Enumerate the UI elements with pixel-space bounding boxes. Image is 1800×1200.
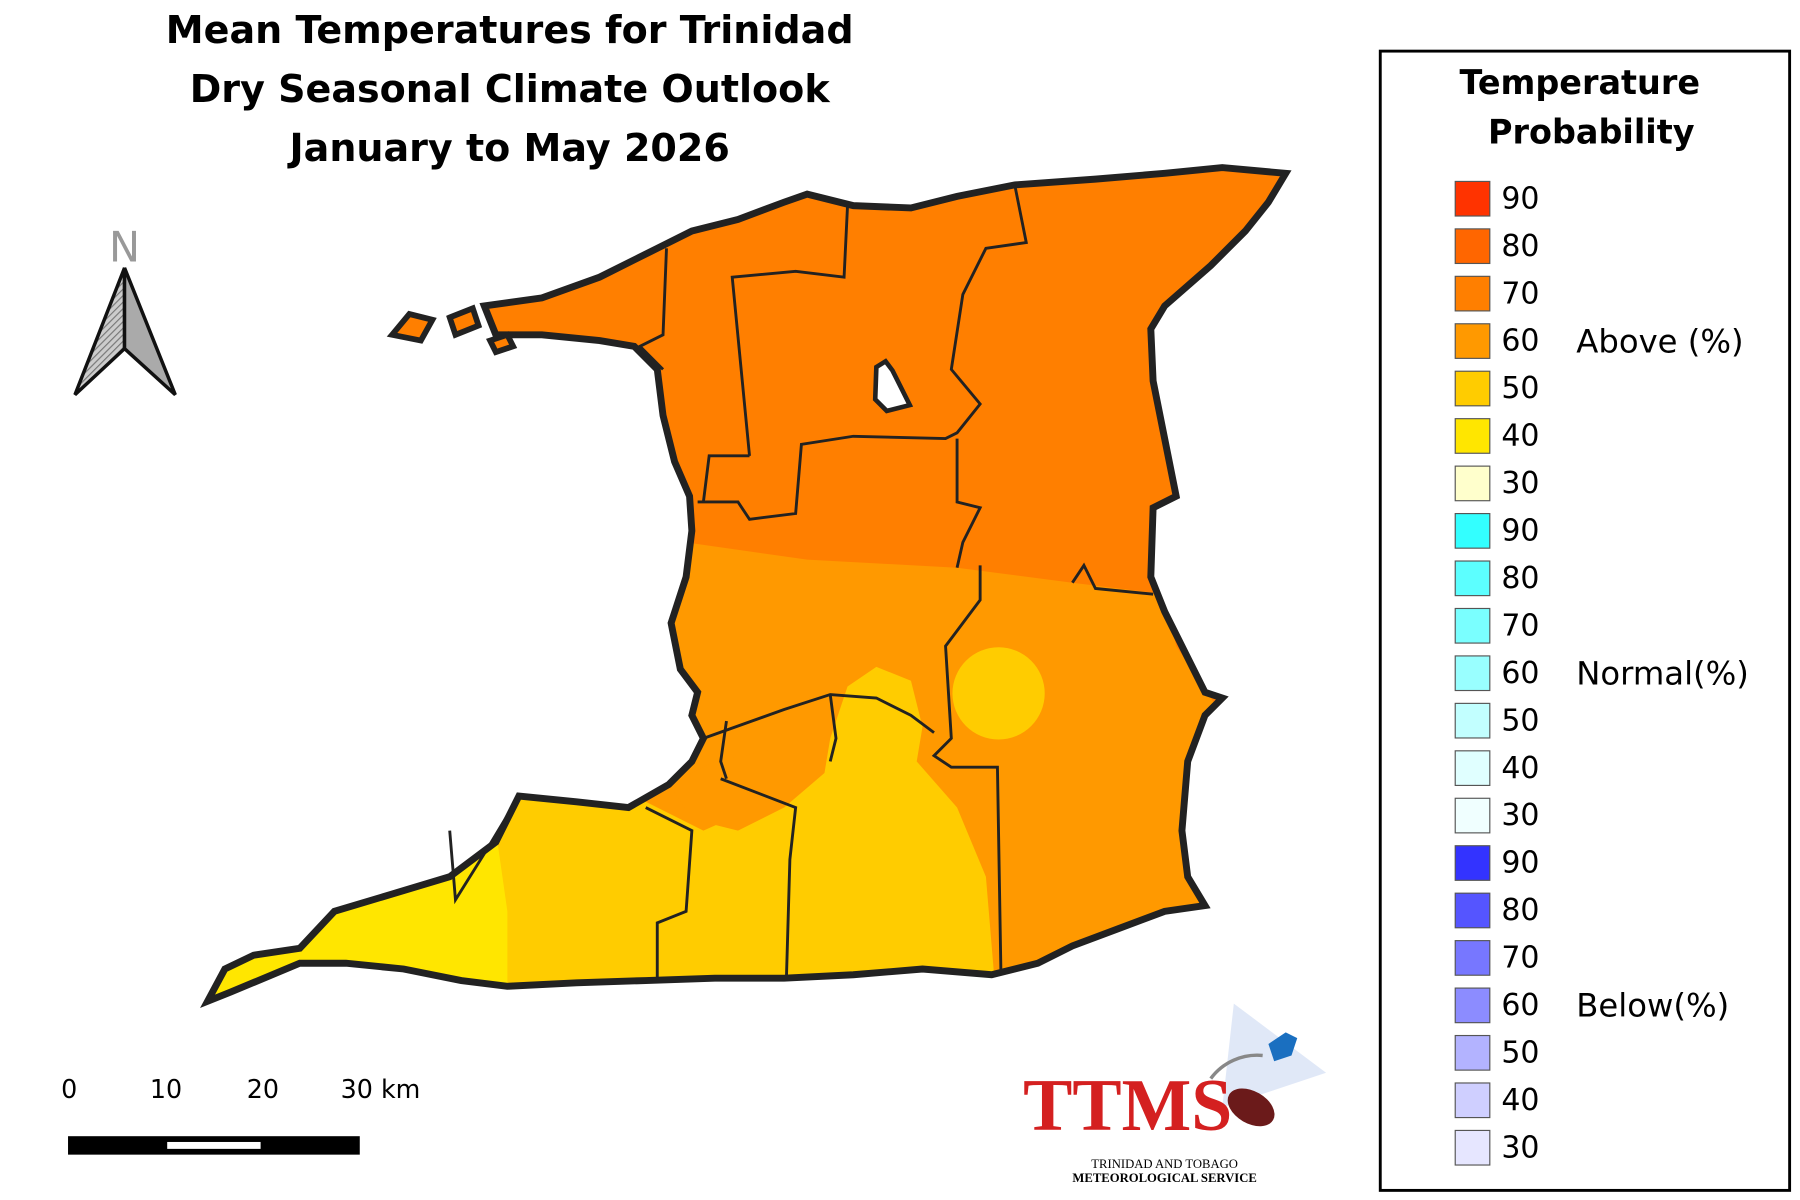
title-line: Mean Temperatures for Trinidad bbox=[166, 8, 854, 52]
legend: Temperature Probability 90 80 70 60 50 40 30 Ab… bbox=[1378, 49, 1792, 1192]
north-label: N bbox=[109, 223, 140, 272]
legend-swatch bbox=[1454, 228, 1491, 265]
legend-value: 90 bbox=[1501, 181, 1539, 216]
legend-value: 60 bbox=[1501, 656, 1539, 691]
legend-value: 40 bbox=[1501, 751, 1539, 786]
legend-swatch bbox=[1454, 560, 1491, 597]
scale-bar: 0 10 20 30 km bbox=[61, 1074, 421, 1155]
legend-swatch bbox=[1454, 323, 1491, 359]
logo-name: TTMS bbox=[1023, 1064, 1232, 1146]
logo-line: TRINIDAD AND TOBAGO bbox=[1091, 1157, 1238, 1171]
legend-swatch bbox=[1454, 512, 1491, 549]
legend-value: 40 bbox=[1501, 1083, 1539, 1118]
scale-label: 30 km bbox=[341, 1074, 421, 1104]
legend-swatch bbox=[1454, 750, 1491, 786]
north-arrow: N bbox=[73, 223, 177, 397]
legend-swatch bbox=[1454, 892, 1491, 929]
legend-swatch bbox=[1454, 940, 1491, 976]
legend-group-label: Normal(%) bbox=[1576, 655, 1749, 693]
legend-value: 90 bbox=[1501, 846, 1539, 881]
legend-title: Temperature bbox=[1459, 63, 1700, 102]
legend-swatch bbox=[1454, 275, 1491, 312]
title-line: January to May 2026 bbox=[286, 126, 729, 170]
title-line: Dry Seasonal Climate Outlook bbox=[190, 67, 832, 111]
scale-label: 10 bbox=[150, 1074, 182, 1104]
legend-group-label: Above (%) bbox=[1576, 322, 1743, 360]
legend-group-label: Below(%) bbox=[1576, 987, 1729, 1025]
logo: TTMS TRINIDAD AND TOBAGO METEOROLOGICAL … bbox=[1023, 1003, 1327, 1185]
logo-line: METEOROLOGICAL SERVICE bbox=[1072, 1171, 1256, 1185]
scale-label: 0 bbox=[61, 1074, 77, 1104]
legend-value: 30 bbox=[1501, 466, 1539, 501]
legend-value: 70 bbox=[1501, 608, 1539, 643]
legend-value: 80 bbox=[1501, 229, 1539, 264]
legend-value: 70 bbox=[1501, 941, 1539, 976]
legend-value: 70 bbox=[1501, 276, 1539, 311]
legend-swatch bbox=[1454, 987, 1491, 1024]
legend-value: 60 bbox=[1501, 988, 1539, 1023]
legend-swatch bbox=[1454, 797, 1491, 834]
legend-value: 80 bbox=[1501, 561, 1539, 596]
county-boundaries bbox=[448, 184, 1154, 979]
legend-swatch bbox=[1454, 370, 1491, 407]
legend-swatch bbox=[1454, 1082, 1491, 1119]
legend-title: Probability bbox=[1488, 113, 1695, 152]
legend-value: 30 bbox=[1501, 1130, 1539, 1165]
legend-swatch bbox=[1454, 1034, 1491, 1071]
legend-swatch bbox=[1454, 845, 1491, 881]
legend-value: 40 bbox=[1501, 419, 1539, 454]
scale-label: 20 bbox=[247, 1074, 279, 1104]
legend-value: 30 bbox=[1501, 798, 1539, 833]
legend-swatch bbox=[1454, 418, 1491, 454]
legend-swatch bbox=[1454, 1129, 1491, 1166]
legend-value: 50 bbox=[1501, 1035, 1539, 1070]
legend-value: 80 bbox=[1501, 893, 1539, 928]
legend-swatch bbox=[1454, 180, 1491, 217]
legend-value: 50 bbox=[1501, 371, 1539, 406]
legend-value: 50 bbox=[1501, 703, 1539, 738]
legend-swatch bbox=[1454, 702, 1491, 739]
legend-swatch bbox=[1454, 465, 1491, 502]
legend-value: 60 bbox=[1501, 324, 1539, 359]
legend-swatch bbox=[1454, 607, 1491, 644]
legend-swatch bbox=[1454, 655, 1491, 692]
legend-value: 90 bbox=[1501, 514, 1539, 549]
